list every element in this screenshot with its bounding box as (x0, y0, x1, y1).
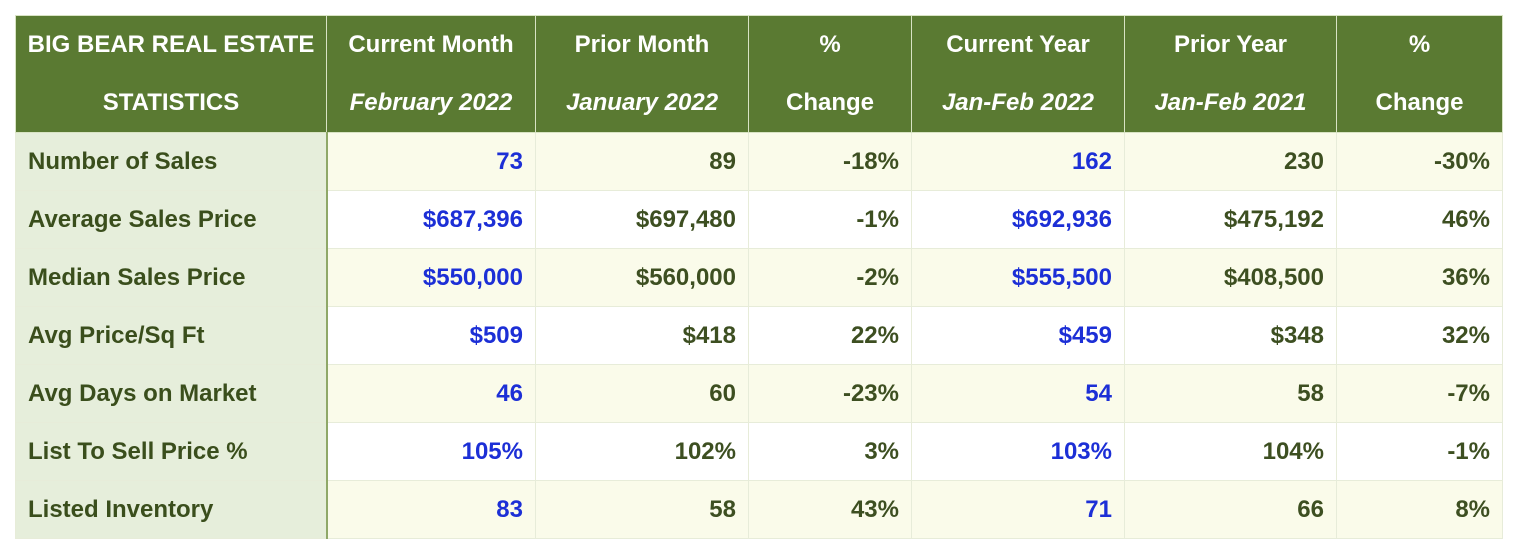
prior-month-value: 89 (535, 132, 749, 191)
header-year-change: % Change (1336, 15, 1503, 133)
header-prior-year: Prior Year Jan-Feb 2021 (1124, 15, 1337, 133)
prior-year-value: $408,500 (1124, 248, 1337, 307)
header-title: BIG BEAR REAL ESTATE STATISTICS (15, 15, 327, 133)
current-month-value: $509 (326, 306, 536, 365)
current-month-value: $687,396 (326, 190, 536, 249)
prior-month-value: 102% (535, 422, 749, 481)
prior-month-value: 58 (535, 480, 749, 539)
prior-year-value: 230 (1124, 132, 1337, 191)
header-current-year-line1: Current Year (946, 31, 1090, 58)
header-current-month-line1: Current Month (348, 31, 514, 58)
header-title-line1: BIG BEAR REAL ESTATE (27, 31, 315, 58)
current-year-value: $555,500 (911, 248, 1125, 307)
prior-month-value: 60 (535, 364, 749, 423)
current-year-value: 54 (911, 364, 1125, 423)
current-year-value: 71 (911, 480, 1125, 539)
month-change-value: -2% (748, 248, 912, 307)
row-label: Avg Days on Market (15, 364, 328, 423)
header-prior-year-line1: Prior Year (1174, 31, 1287, 58)
current-year-value: 162 (911, 132, 1125, 191)
prior-month-value: $697,480 (535, 190, 749, 249)
table-row: Avg Days on Market 46 60 -23% 54 58 -7% (15, 364, 1503, 423)
row-label: List To Sell Price % (15, 422, 328, 481)
header-month-change-line1: % (819, 31, 841, 58)
real-estate-stats-table: BIG BEAR REAL ESTATE STATISTICS Current … (15, 15, 1503, 539)
row-label: Avg Price/Sq Ft (15, 306, 328, 365)
year-change-value: 36% (1336, 248, 1503, 307)
table-header: BIG BEAR REAL ESTATE STATISTICS Current … (15, 15, 1503, 133)
row-label: Listed Inventory (15, 480, 328, 539)
header-current-month: Current Month February 2022 (326, 15, 536, 133)
current-year-value: $459 (911, 306, 1125, 365)
month-change-value: -1% (748, 190, 912, 249)
header-month-change-line2: Change (785, 89, 874, 116)
current-year-value: 103% (911, 422, 1125, 481)
header-prior-month: Prior Month January 2022 (535, 15, 749, 133)
prior-year-value: 58 (1124, 364, 1337, 423)
header-prior-year-line2: Jan-Feb 2021 (1154, 89, 1307, 116)
header-row: BIG BEAR REAL ESTATE STATISTICS Current … (15, 15, 1503, 133)
header-current-year: Current Year Jan-Feb 2022 (911, 15, 1125, 133)
year-change-value: -30% (1336, 132, 1503, 191)
month-change-value: 43% (748, 480, 912, 539)
month-change-value: -23% (748, 364, 912, 423)
year-change-value: 46% (1336, 190, 1503, 249)
header-month-change: % Change (748, 15, 912, 133)
header-year-change-line2: Change (1375, 89, 1464, 116)
header-current-month-line2: February 2022 (349, 89, 513, 116)
prior-month-value: $560,000 (535, 248, 749, 307)
row-label: Number of Sales (15, 132, 328, 191)
prior-year-value: $348 (1124, 306, 1337, 365)
prior-year-value: $475,192 (1124, 190, 1337, 249)
year-change-value: -7% (1336, 364, 1503, 423)
table-row: Number of Sales 73 89 -18% 162 230 -30% (15, 132, 1503, 191)
year-change-value: 8% (1336, 480, 1503, 539)
table-row: Average Sales Price $687,396 $697,480 -1… (15, 190, 1503, 249)
prior-year-value: 66 (1124, 480, 1337, 539)
month-change-value: -18% (748, 132, 912, 191)
table-row: List To Sell Price % 105% 102% 3% 103% 1… (15, 422, 1503, 481)
table-body: Number of Sales 73 89 -18% 162 230 -30% … (15, 132, 1503, 539)
header-title-line2: STATISTICS (102, 89, 240, 116)
table-row: Listed Inventory 83 58 43% 71 66 8% (15, 480, 1503, 539)
current-year-value: $692,936 (911, 190, 1125, 249)
header-current-year-line2: Jan-Feb 2022 (941, 89, 1095, 116)
row-label: Average Sales Price (15, 190, 328, 249)
table-row: Avg Price/Sq Ft $509 $418 22% $459 $348 … (15, 306, 1503, 365)
table-row: Median Sales Price $550,000 $560,000 -2%… (15, 248, 1503, 307)
header-prior-month-line1: Prior Month (574, 31, 710, 58)
current-month-value: 105% (326, 422, 536, 481)
row-label: Median Sales Price (15, 248, 328, 307)
header-year-change-line1: % (1408, 31, 1431, 58)
current-month-value: 83 (326, 480, 536, 539)
month-change-value: 22% (748, 306, 912, 365)
year-change-value: 32% (1336, 306, 1503, 365)
prior-year-value: 104% (1124, 422, 1337, 481)
prior-month-value: $418 (535, 306, 749, 365)
stats-table-container: BIG BEAR REAL ESTATE STATISTICS Current … (15, 15, 1503, 539)
year-change-value: -1% (1336, 422, 1503, 481)
current-month-value: 73 (326, 132, 536, 191)
header-prior-month-line2: January 2022 (565, 89, 719, 116)
current-month-value: 46 (326, 364, 536, 423)
month-change-value: 3% (748, 422, 912, 481)
current-month-value: $550,000 (326, 248, 536, 307)
